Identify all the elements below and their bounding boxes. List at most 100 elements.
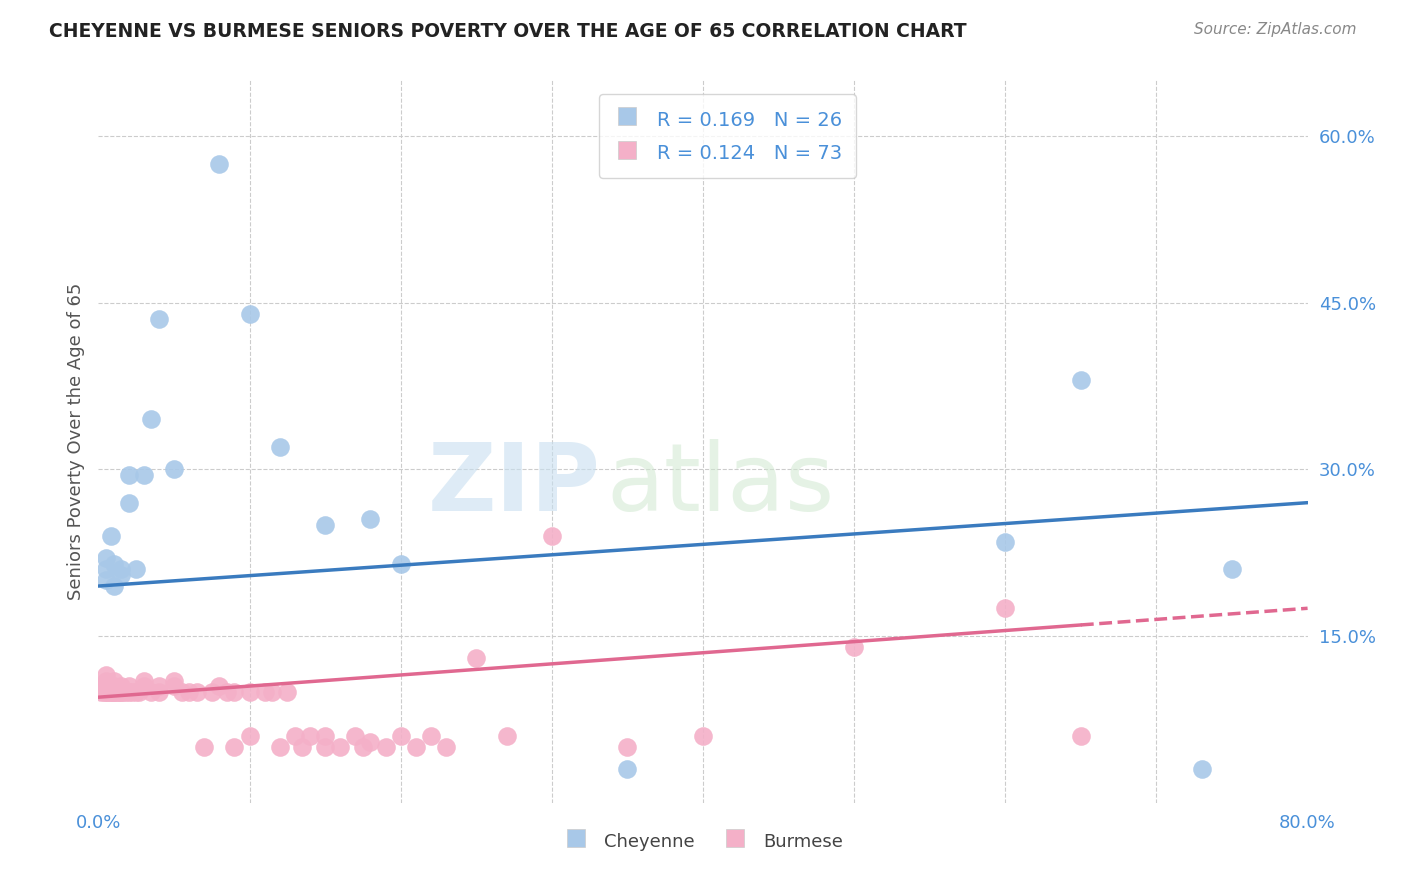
Point	[389, 557, 412, 571]
Point	[269, 740, 291, 755]
Point	[163, 673, 186, 688]
Point	[239, 729, 262, 743]
Point	[148, 312, 170, 326]
Point	[141, 412, 163, 426]
Point	[291, 740, 314, 755]
Point	[616, 740, 638, 755]
Point	[91, 679, 114, 693]
Point	[269, 440, 291, 454]
Point	[262, 684, 284, 698]
Point	[103, 684, 125, 698]
Point	[103, 673, 125, 688]
Point	[100, 684, 122, 698]
Point	[1070, 373, 1092, 387]
Point	[121, 684, 143, 698]
Point	[495, 729, 517, 743]
Point	[374, 740, 396, 755]
Legend: Cheyenne, Burmese: Cheyenne, Burmese	[555, 822, 851, 859]
Point	[101, 684, 124, 698]
Point	[994, 534, 1017, 549]
Point	[329, 740, 352, 755]
Point	[103, 679, 125, 693]
Point	[360, 512, 382, 526]
Point	[94, 562, 117, 576]
Point	[314, 740, 336, 755]
Point	[616, 763, 638, 777]
Point	[128, 684, 150, 698]
Point	[239, 307, 262, 321]
Point	[110, 684, 132, 698]
Point	[148, 684, 170, 698]
Point	[100, 529, 122, 543]
Point	[201, 684, 224, 698]
Point	[420, 729, 443, 743]
Point	[94, 679, 117, 693]
Point	[94, 551, 117, 566]
Point	[125, 562, 148, 576]
Point	[163, 679, 186, 693]
Point	[100, 679, 122, 693]
Point	[1220, 562, 1243, 576]
Point	[132, 679, 155, 693]
Point	[110, 562, 132, 576]
Point	[540, 529, 562, 543]
Point	[692, 729, 714, 743]
Point	[170, 684, 193, 698]
Point	[98, 679, 121, 693]
Point	[208, 679, 231, 693]
Point	[179, 684, 201, 698]
Text: Source: ZipAtlas.com: Source: ZipAtlas.com	[1194, 22, 1357, 37]
Point	[141, 684, 163, 698]
Point	[103, 684, 125, 698]
Point	[125, 684, 148, 698]
Point	[148, 679, 170, 693]
Point	[94, 574, 117, 588]
Point	[118, 467, 141, 482]
Point	[344, 729, 367, 743]
Point	[93, 684, 115, 698]
Point	[103, 557, 125, 571]
Point	[94, 668, 117, 682]
Point	[132, 467, 155, 482]
Point	[118, 679, 141, 693]
Point	[110, 679, 132, 693]
Point	[405, 740, 427, 755]
Point	[215, 684, 238, 698]
Point	[1070, 729, 1092, 743]
Point	[299, 729, 322, 743]
Text: CHEYENNE VS BURMESE SENIORS POVERTY OVER THE AGE OF 65 CORRELATION CHART: CHEYENNE VS BURMESE SENIORS POVERTY OVER…	[49, 22, 967, 41]
Point	[352, 740, 374, 755]
Point	[108, 684, 131, 698]
Point	[224, 684, 246, 698]
Point	[105, 684, 128, 698]
Point	[186, 684, 208, 698]
Point	[389, 729, 412, 743]
Point	[98, 684, 121, 698]
Point	[224, 740, 246, 755]
Point	[276, 684, 298, 698]
Y-axis label: Seniors Poverty Over the Age of 65: Seniors Poverty Over the Age of 65	[66, 283, 84, 600]
Point	[118, 684, 141, 698]
Point	[94, 673, 117, 688]
Point	[110, 568, 132, 582]
Point	[96, 684, 118, 698]
Text: ZIP: ZIP	[427, 439, 600, 531]
Point	[284, 729, 307, 743]
Point	[434, 740, 457, 755]
Point	[107, 684, 129, 698]
Point	[314, 517, 336, 532]
Point	[103, 579, 125, 593]
Point	[193, 740, 215, 755]
Point	[239, 684, 262, 698]
Point	[844, 640, 866, 655]
Point	[994, 601, 1017, 615]
Point	[94, 684, 117, 698]
Point	[1191, 763, 1213, 777]
Point	[111, 684, 134, 698]
Point	[314, 729, 336, 743]
Point	[208, 156, 231, 170]
Point	[118, 496, 141, 510]
Point	[114, 684, 136, 698]
Point	[253, 684, 276, 698]
Point	[163, 462, 186, 476]
